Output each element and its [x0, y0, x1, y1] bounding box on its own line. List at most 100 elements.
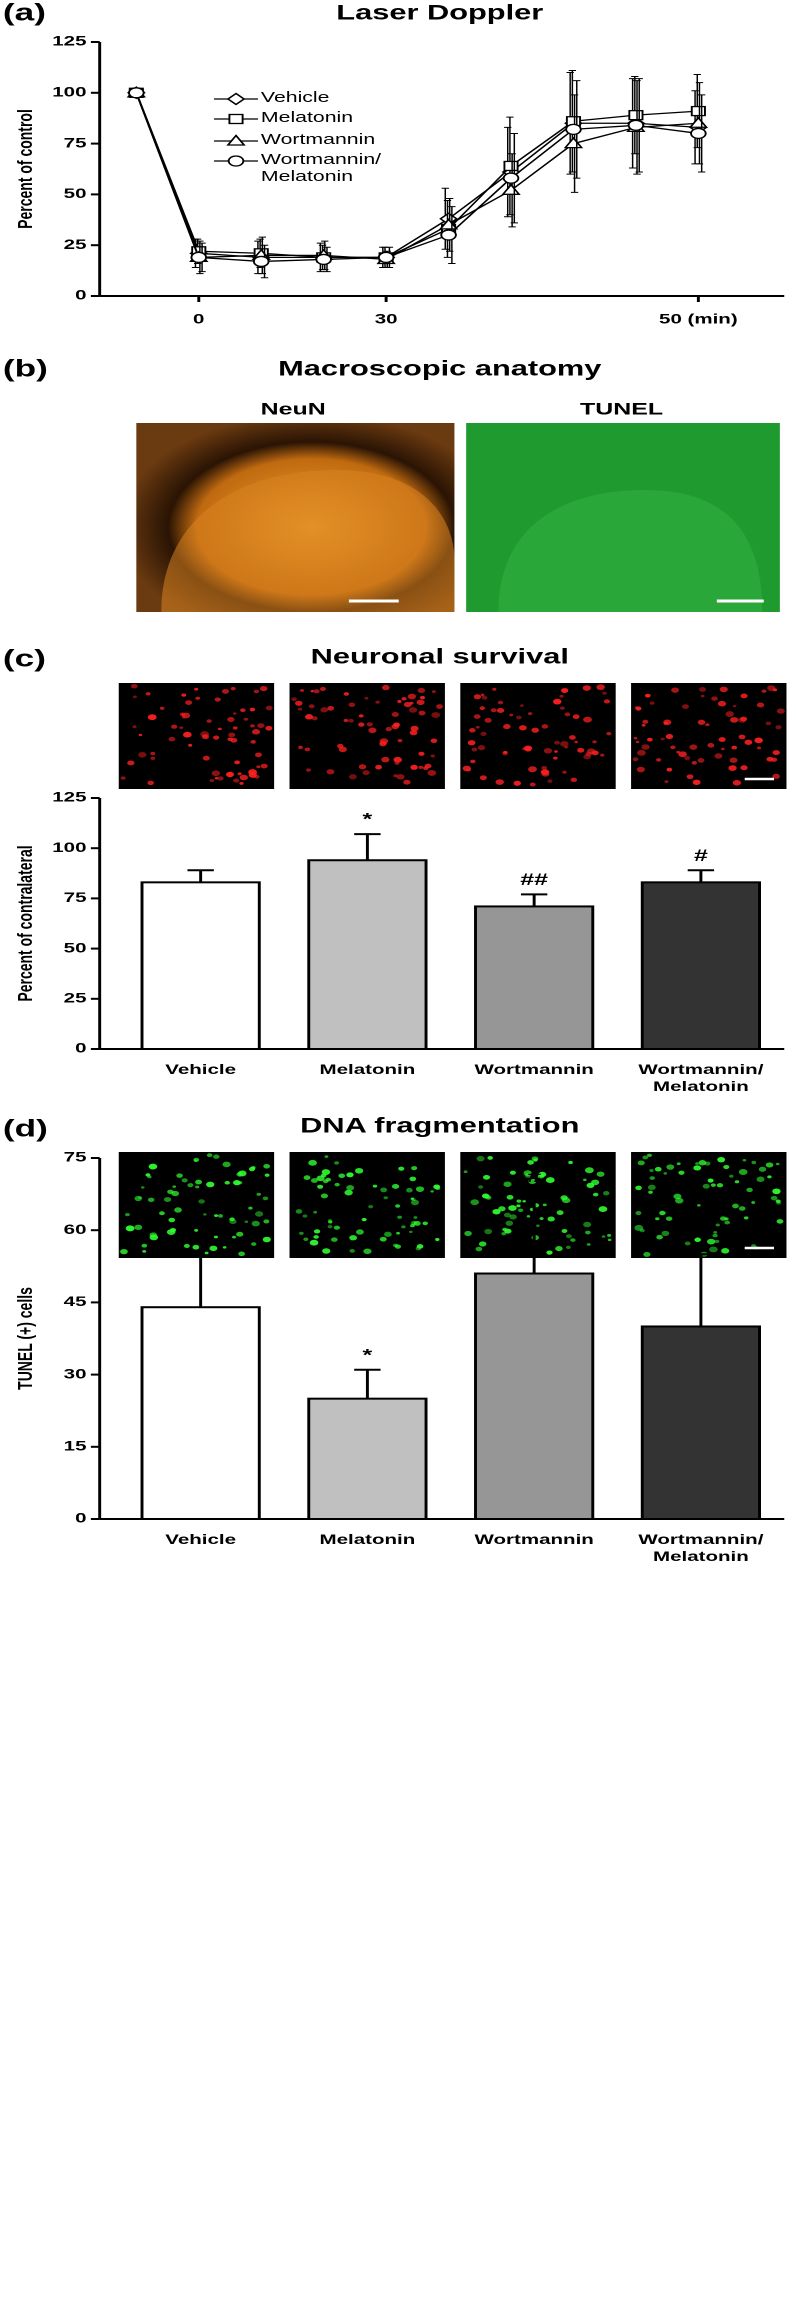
error-bar: [354, 1368, 381, 1399]
photo-cell: [767, 1175, 772, 1179]
photo-cell: [214, 697, 221, 702]
photo-cell: [569, 735, 576, 740]
photo-cell: [145, 1173, 151, 1177]
photo-cell: [250, 740, 256, 744]
photo-cell: [492, 1208, 501, 1215]
photo-cell: [694, 1237, 701, 1243]
photo-cell: [666, 767, 673, 772]
photo-cell: [243, 717, 249, 721]
photo-cell: [213, 1154, 220, 1159]
photo-cell: [348, 718, 354, 723]
photo-cell: [355, 1167, 364, 1174]
photo-cell: [251, 1220, 260, 1227]
photo-cell: [328, 1220, 333, 1224]
photo-cell: [248, 1206, 253, 1210]
photo-cell: [775, 1199, 781, 1203]
photo-cell: [410, 725, 419, 732]
photo-cell: [560, 741, 569, 747]
bar: [640, 1325, 762, 1521]
bar: [474, 905, 595, 1050]
photo-cell: [201, 734, 210, 740]
photo-cell: [366, 722, 373, 727]
photo-cell: [776, 708, 785, 714]
photo-cell: [265, 725, 273, 731]
photo-cell: [120, 776, 126, 780]
y-tick-label: 100: [52, 84, 86, 100]
photo-cell: [403, 779, 411, 785]
panel-label: (a): [3, 0, 46, 26]
photo-cell: [670, 745, 676, 750]
photo-cell: [761, 689, 767, 693]
photo-cell: [751, 1201, 756, 1204]
legend-text: Wortmannin: [260, 132, 376, 148]
photo-cell: [464, 1230, 472, 1237]
photo-cell: [214, 776, 219, 780]
photo-cell: [181, 693, 187, 697]
photo-cell: [346, 1185, 355, 1191]
photo-cell: [179, 726, 184, 729]
photo-cell: [204, 1251, 209, 1255]
photo-cell: [217, 1214, 224, 1218]
photo-cell: [545, 1177, 555, 1184]
bar: [474, 1272, 595, 1521]
photo-cell: [714, 1239, 720, 1244]
x-tick-label: Wortmannin: [474, 1531, 594, 1547]
photo-cell: [145, 692, 151, 696]
y-tick-label: 50: [64, 940, 87, 956]
photo-cell: [692, 779, 701, 786]
photo-cell: [492, 687, 497, 691]
photo-cell: [682, 704, 689, 709]
photo-cell: [298, 745, 303, 749]
photo-cell: [582, 685, 591, 691]
chart-title: Macroscopic anatomy: [278, 356, 602, 380]
photo-cell: [226, 771, 234, 778]
photo-cell: [480, 693, 485, 697]
photo-cell: [431, 690, 436, 693]
photo-cell: [149, 1232, 157, 1238]
photo-cell: [635, 1210, 642, 1216]
photo-cell: [232, 712, 237, 715]
photo-cell: [206, 719, 212, 723]
photo-cell: [257, 723, 265, 729]
photo-cell: [583, 716, 592, 723]
photo-cell: [508, 1205, 517, 1211]
photo-cell: [758, 1166, 767, 1172]
photo-cell: [756, 746, 762, 750]
photo-cell: [730, 717, 739, 723]
photo-cell: [140, 1186, 145, 1189]
photo-cell: [660, 737, 665, 741]
photo-cell: [256, 765, 261, 769]
chart-title: DNA fragmentation: [300, 1113, 579, 1137]
photo-cell: [719, 686, 728, 693]
photo-cell: [401, 697, 407, 701]
photo-cell: [637, 1160, 645, 1166]
photo-cell: [134, 1195, 142, 1202]
photo-cell: [265, 705, 273, 711]
photo-cell: [700, 694, 705, 698]
photo-cell: [308, 704, 315, 709]
error-bar: [687, 1253, 715, 1327]
photo-cell: [322, 1248, 331, 1254]
photo-cell: [473, 714, 481, 719]
photo-cell: [380, 1187, 388, 1193]
photo-cell: [384, 1231, 392, 1237]
y-tick-label: 0: [75, 287, 87, 303]
y-tick-label: 75: [64, 1149, 87, 1165]
series-line: [135, 92, 699, 263]
photo-cell: [775, 725, 782, 730]
photo-cell: [263, 1219, 270, 1224]
photo: [631, 683, 787, 789]
x-tick-label: Vehicle: [165, 1531, 237, 1547]
photo: [118, 683, 275, 789]
photo-cell: [729, 757, 738, 763]
photo-cell: [484, 1194, 491, 1200]
legend-marker: [226, 134, 246, 146]
photo-cell: [410, 1197, 415, 1201]
photo-cell: [232, 726, 238, 730]
marker: [627, 119, 645, 131]
photo-cell: [363, 1248, 372, 1255]
tunel-region: [498, 490, 763, 612]
photo-cell: [541, 724, 549, 729]
photo-cell: [166, 1229, 176, 1235]
photo-cell: [159, 706, 165, 710]
